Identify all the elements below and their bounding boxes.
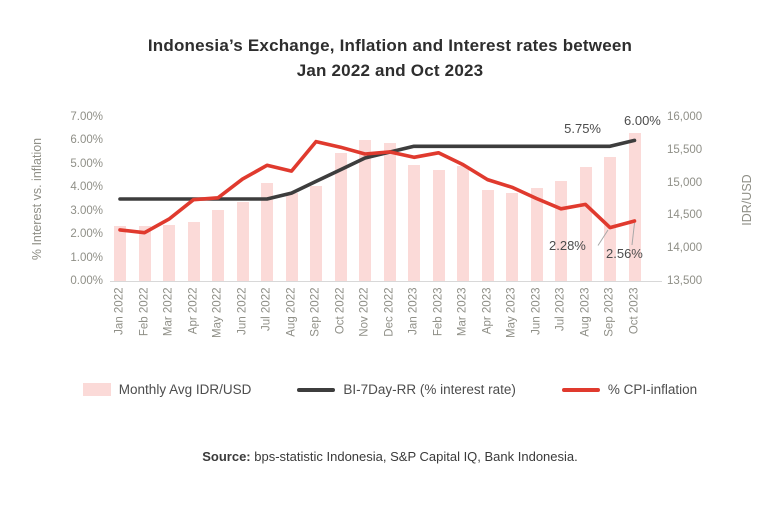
right-tick-label: 15,500 (667, 143, 703, 156)
right-tick-label: 16,000 (667, 111, 703, 123)
x-axis-label: Jul 2023 (554, 287, 567, 331)
x-axis-label: Apr 2023 (481, 287, 493, 335)
idr-usd-bar (212, 210, 224, 281)
idr-usd-bar (310, 185, 322, 281)
idr-usd-bar (334, 153, 347, 281)
idr-usd-bar (481, 190, 494, 281)
left-tick-label: 7.00% (70, 111, 103, 123)
annotation-interest-6-00: 6.00% (624, 113, 661, 128)
annotation-leader-line (631, 222, 635, 246)
idr-usd-bar (236, 202, 249, 281)
annotation-cpi-2-28: 2.28% (549, 238, 586, 253)
left-tick-label: 0.00% (70, 275, 103, 287)
legend-label: % CPI-inflation (607, 382, 698, 397)
idr-usd-bar (628, 133, 641, 281)
x-axis-label: Nov 2022 (358, 287, 371, 337)
legend-item-interest-rate: BI-7Day-RR (% interest rate) (297, 382, 516, 397)
idr-usd-bar (432, 170, 445, 281)
legend-item-cpi-inflation: % CPI-inflation (561, 382, 698, 397)
right-axis-title: IDR/USD (740, 174, 754, 226)
legend-item-idr-usd: Monthly Avg IDR/USD (82, 382, 252, 397)
x-axis-label: Jun 2023 (530, 287, 542, 335)
left-tick-label: 4.00% (70, 181, 103, 194)
idr-usd-bar (604, 157, 616, 281)
chart-title: Indonesia’s Exchange, Inflation and Inte… (0, 33, 780, 83)
dark-line-swatch-icon (297, 387, 336, 392)
chart-title-line2: Jan 2022 and Oct 2023 (296, 61, 484, 80)
idr-usd-bar (187, 222, 200, 281)
x-axis-label: Mar 2023 (456, 287, 469, 337)
left-tick-label: 5.00% (70, 157, 103, 170)
bar-swatch-icon (82, 383, 111, 396)
left-axis-title: % Interest vs. inflation (30, 137, 44, 261)
idr-usd-bar (138, 225, 151, 281)
legend-label: Monthly Avg IDR/USD (118, 382, 252, 397)
left-tick-label: 6.00% (70, 134, 103, 147)
x-axis-label: Jul 2022 (260, 287, 273, 331)
x-axis-label: Sep 2023 (603, 287, 616, 337)
line-series-svg (118, 138, 637, 246)
x-axis-label: Dec 2022 (383, 287, 395, 337)
source-text: bps-statistic Indonesia, S&P Capital IQ,… (250, 449, 578, 464)
idr-usd-bar (163, 225, 175, 281)
idr-usd-bar (579, 166, 592, 281)
x-axis-label: Feb 2023 (432, 287, 444, 337)
right-tick-label: 14,500 (667, 209, 703, 222)
red-line-swatch-icon (561, 387, 600, 392)
idr-usd-bar (114, 226, 126, 281)
x-axis-label: Aug 2022 (285, 287, 297, 337)
idr-usd-bar (261, 183, 273, 281)
annotation-cpi-2-56: 2.56% (606, 246, 643, 261)
x-axis-label: Jun 2022 (236, 287, 248, 335)
x-axis-label: Jan 2022 (113, 287, 126, 335)
x-axis-label: Oct 2022 (334, 287, 346, 335)
right-tick-label: 15,000 (667, 176, 703, 189)
x-axis-label: May 2023 (505, 287, 518, 339)
idr-usd-bar (359, 139, 371, 281)
annotation-leader-line (597, 229, 609, 246)
x-axis-label: Oct 2023 (628, 287, 640, 335)
x-axis-label: Apr 2022 (187, 287, 199, 335)
right-tick-label: 14,000 (667, 242, 703, 255)
x-axis-label: Aug 2023 (579, 287, 591, 337)
left-tick-label: 1.00% (70, 251, 103, 264)
idr-usd-bar (285, 192, 298, 281)
plot-area (110, 117, 662, 282)
legend: Monthly Avg IDR/USD BI-7Day-RR (% intere… (0, 382, 780, 397)
cpi-inflation-line (118, 139, 637, 235)
legend-label: BI-7Day-RR (% interest rate) (343, 382, 516, 397)
idr-usd-bar (530, 187, 543, 281)
left-tick-label: 2.00% (70, 228, 103, 241)
interest-rate-line (118, 138, 637, 201)
left-tick-label: 3.00% (70, 204, 103, 217)
idr-usd-bar (506, 193, 518, 281)
annotation-interest-5-75: 5.75% (564, 121, 601, 136)
right-tick-label: 13,500 (667, 275, 703, 287)
source-prefix: Source: (202, 449, 251, 464)
idr-usd-bar (457, 165, 469, 281)
idr-usd-bar (383, 143, 396, 281)
x-axis-label: Mar 2022 (162, 287, 175, 337)
chart-title-line1: Indonesia’s Exchange, Inflation and Inte… (147, 36, 633, 55)
x-axis-label: Jan 2023 (407, 287, 420, 335)
x-axis-label: May 2022 (211, 287, 224, 339)
source-note: Source: bps-statistic Indonesia, S&P Cap… (0, 449, 780, 464)
x-axis-label: Feb 2022 (138, 287, 150, 337)
idr-usd-bar (408, 165, 420, 281)
x-axis-label: Sep 2022 (309, 287, 322, 337)
